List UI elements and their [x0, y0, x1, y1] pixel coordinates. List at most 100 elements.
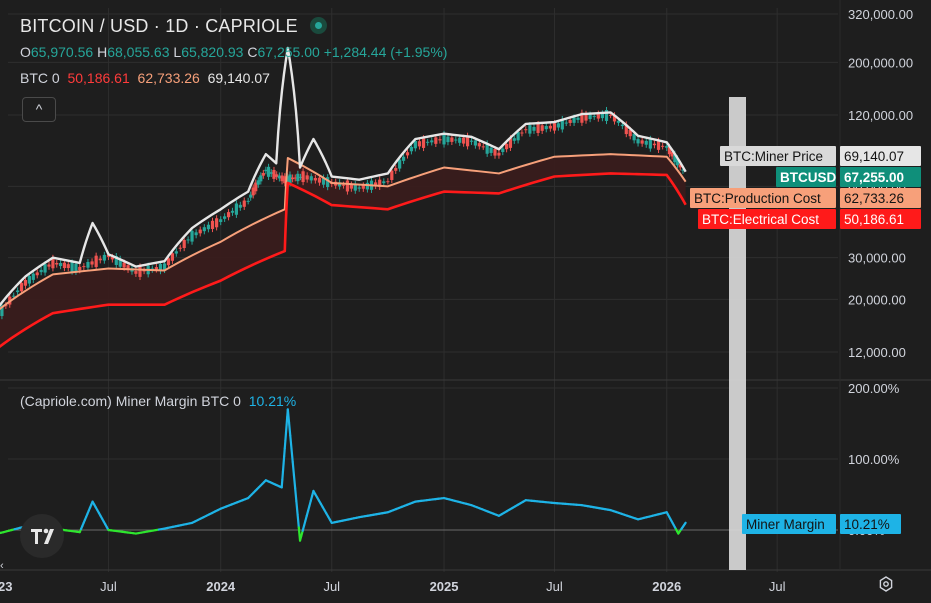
candle-body [283, 176, 287, 184]
candle-body [182, 240, 186, 249]
candle-body [678, 164, 682, 168]
margin-indicator-value: 10.21% [248, 393, 297, 409]
candle-body [556, 123, 560, 128]
change-value: +1,284.44 (+1.95%) [323, 44, 448, 60]
candle-body [648, 138, 652, 149]
chart-title: BITCOIN / USD · 1D · CAPRIOLE [20, 16, 298, 36]
y-tick-label: 200,000.00 [848, 55, 913, 70]
candle-body [74, 263, 78, 272]
y-tick-label: 20,000.00 [848, 292, 906, 307]
candle-body [552, 123, 557, 131]
candle-body [230, 210, 235, 213]
candle-body [98, 258, 102, 261]
candle-body [138, 266, 142, 277]
candle-body [636, 139, 640, 144]
margin-line-segment [683, 521, 687, 525]
candle-body [584, 113, 588, 121]
margin-line-segment [286, 408, 291, 424]
candle-body [409, 146, 414, 152]
candle-body [357, 187, 361, 189]
y-tick-label: 12,000.00 [848, 345, 906, 360]
y-tick-label: 120,000.00 [848, 108, 913, 123]
candle-body [548, 125, 552, 129]
open-value: 65,970.56 [30, 44, 94, 60]
candle-body [434, 137, 438, 144]
candle-body [285, 176, 289, 183]
production-cost-name-tag-bg [690, 188, 836, 208]
candle-body [293, 177, 297, 179]
candle-body [592, 116, 596, 118]
miner-price-line [0, 46, 687, 307]
margin-line-segment [283, 447, 286, 458]
candle-body [345, 180, 350, 192]
candle-body [665, 145, 669, 148]
candle-body [361, 185, 365, 189]
chevron-up-icon[interactable]: ^ [22, 97, 56, 122]
candle-body [512, 138, 516, 141]
tradingview-logo-icon[interactable] [20, 514, 64, 558]
high-key: H [97, 44, 108, 60]
candle-body [317, 177, 322, 183]
candle-body [632, 133, 636, 141]
candle-body [588, 114, 592, 120]
candle-body [43, 264, 47, 273]
candle-body [47, 264, 51, 267]
cost-band [0, 154, 686, 347]
candle-body [670, 151, 674, 157]
candle-body [158, 263, 163, 272]
candle-body [485, 143, 489, 154]
time-highlight-top [729, 97, 746, 380]
candle-body [266, 166, 271, 177]
candle-body [55, 262, 59, 265]
candle-body [564, 122, 568, 124]
candle-body [210, 220, 215, 229]
miner-margin-name-tag: Miner Margin [746, 517, 825, 532]
candle-body [134, 271, 138, 274]
chevron-left-icon[interactable]: ‹ [0, 560, 4, 572]
x-tick-label: 2024 [206, 579, 236, 594]
settings-icon[interactable] [878, 576, 894, 596]
candle-body [280, 175, 284, 182]
candle-body [277, 175, 281, 179]
candle-body [256, 180, 260, 185]
candle-body [608, 114, 613, 116]
miner-margin-name-tag-bg [742, 514, 836, 534]
candle-body [39, 269, 43, 273]
candle-body [275, 174, 279, 177]
candle-body [313, 178, 317, 181]
candle-body [580, 112, 584, 123]
margin-indicator-name: (Capriole.com) Miner Margin BTC 0 [20, 393, 241, 409]
candle-body [23, 280, 28, 286]
candle-body [349, 184, 353, 189]
production-cost-value-tag: 62,733.26 [844, 191, 904, 206]
candle-body [198, 229, 202, 234]
candle-body [215, 218, 219, 228]
candle-body [219, 219, 223, 223]
electrical-cost-value-tag: 50,186.61 [844, 212, 904, 227]
candle-body [170, 253, 175, 261]
high-value: 68,055.63 [107, 44, 170, 60]
margin-line-segment [294, 487, 298, 503]
miner-price-name-tag: BTC:Miner Price [724, 149, 823, 164]
candle-body [430, 140, 434, 143]
open-key: O [20, 44, 31, 60]
indicator-values-row[interactable]: BTC 0 50,186.61 62,733.26 69,140.07 [20, 70, 270, 86]
candle-body [442, 133, 446, 145]
candle-body [166, 258, 171, 266]
margin-line-segment [281, 470, 285, 481]
candle-body [572, 117, 576, 123]
candle-body [398, 159, 402, 169]
candle-body [473, 140, 478, 146]
candle-body [616, 120, 621, 123]
margin-line-segment [281, 462, 285, 473]
candle-body [528, 125, 532, 134]
margin-line-segment [296, 513, 300, 529]
margin-indicator-label[interactable]: (Capriole.com) Miner Margin BTC 0 10.21% [20, 393, 296, 409]
candle-body [321, 177, 326, 185]
candle-body [454, 139, 458, 141]
candle-body [489, 147, 493, 153]
candle-body [497, 152, 501, 156]
candle-body [301, 171, 305, 183]
close-value: 67,255.00 [257, 44, 320, 60]
